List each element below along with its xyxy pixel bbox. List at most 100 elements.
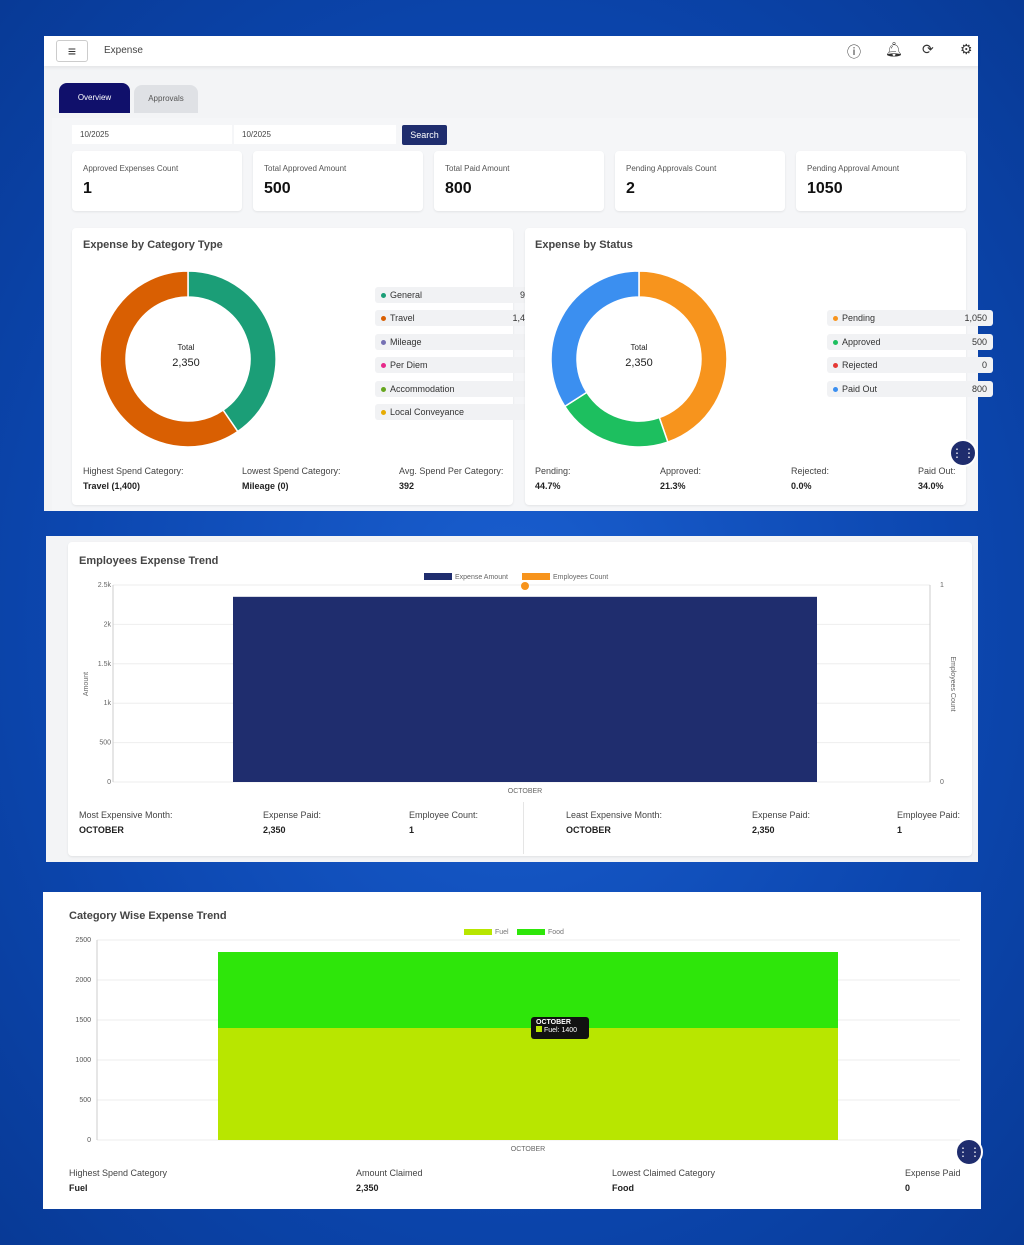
x-tick-label: OCTOBER xyxy=(511,1146,546,1153)
y-tick-label: 2000 xyxy=(75,977,91,984)
status-title: Expense by Status xyxy=(535,239,633,251)
legend-dot xyxy=(381,315,386,321)
donut-slice-approved[interactable] xyxy=(563,391,669,448)
legend-value: 800 xyxy=(971,384,987,394)
kpi-value: 2 xyxy=(626,180,635,197)
bar-fuel xyxy=(218,1028,838,1140)
stat-value: Food xyxy=(612,1183,634,1193)
x-tick-label: OCTOBER xyxy=(508,788,543,795)
legend-dot xyxy=(381,292,386,298)
trend-stat: Least Expensive Month: OCTOBER xyxy=(566,810,662,835)
y-tick-label: 2500 xyxy=(75,937,91,944)
refresh-icon[interactable]: ⟳ xyxy=(922,41,934,57)
stat-label: Employee Paid: xyxy=(897,810,961,820)
stat: Lowest Spend Category: Mileage (0) xyxy=(242,466,341,491)
gear-icon[interactable]: ⚙ xyxy=(960,41,973,57)
stat: Pending: 44.7% xyxy=(535,466,571,491)
legend-item[interactable]: Paid Out 800 xyxy=(827,381,993,397)
category-title: Expense by Category Type xyxy=(83,239,223,251)
stat-label: Lowest Claimed Category xyxy=(612,1168,716,1178)
stat-value: 1 xyxy=(409,825,415,835)
tab-overview[interactable]: Overview xyxy=(59,83,130,113)
kpi-card: Total Paid Amount 800 xyxy=(434,151,604,211)
legend-item[interactable]: Rejected 0 xyxy=(827,357,993,373)
kpi-card: Approved Expenses Count 1 xyxy=(72,151,242,211)
legend-label: Fuel xyxy=(495,929,509,936)
category-stat: Amount Claimed 2,350 xyxy=(356,1168,423,1193)
apps-grid-button[interactable]: ⋮⋮ xyxy=(955,1138,983,1166)
status-card: Expense by Status Total 2,350 Pending 1,0… xyxy=(525,228,993,505)
donut-slice-paid-out[interactable] xyxy=(550,270,640,408)
from-date-input[interactable] xyxy=(72,125,232,144)
legend-item[interactable]: Approved 500 xyxy=(827,334,993,350)
kpi-card: Pending Approvals Count 2 xyxy=(615,151,785,211)
kpi-label: Pending Approval Amount xyxy=(807,164,900,173)
y2-tick-label: 0 xyxy=(940,779,944,786)
tab-approvals[interactable]: Approvals xyxy=(134,85,198,113)
donut-slice-travel[interactable] xyxy=(99,270,239,448)
stat-label: Least Expensive Month: xyxy=(566,810,663,820)
stat-value: Mileage (0) xyxy=(242,481,289,491)
legend-value: 1,050 xyxy=(964,313,987,323)
legend-label: Employees Count xyxy=(553,574,608,581)
search-button[interactable]: Search xyxy=(402,125,447,145)
kpi-card: Pending Approval Amount 1050 xyxy=(796,151,966,211)
category-donut xyxy=(99,270,277,448)
bar-food xyxy=(218,952,838,1028)
legend-item[interactable]: Pending 1,050 xyxy=(827,310,993,326)
donut-slice-general[interactable] xyxy=(187,270,277,433)
legend-value: 0 xyxy=(981,360,987,370)
apps-grid-button[interactable]: ⋮⋮ xyxy=(949,439,977,467)
category-card: Expense by Category Type Total 2,350 Gen… xyxy=(72,228,541,505)
stat-value: 0.0% xyxy=(791,481,812,491)
stat-label: Employee Count: xyxy=(409,810,479,820)
tooltip-text: Fuel: 1400 xyxy=(543,1027,578,1034)
y-tick-label: 1.5k xyxy=(98,661,112,668)
legend-swatch xyxy=(517,929,545,935)
y-tick-label: 500 xyxy=(79,1097,91,1104)
legend-dot xyxy=(833,315,838,321)
to-date-input[interactable] xyxy=(234,125,396,144)
divider xyxy=(523,802,524,854)
kpi-card: Total Approved Amount 500 xyxy=(253,151,423,211)
legend-dot xyxy=(833,339,838,345)
legend-item[interactable]: Mileage0 xyxy=(375,334,541,350)
legend-dot xyxy=(381,362,386,368)
stat-label: Amount Claimed xyxy=(356,1168,423,1178)
donut-total-label: Total xyxy=(630,343,648,352)
stat-value: 0 xyxy=(905,1183,911,1193)
stat-value: Fuel xyxy=(69,1183,88,1193)
stat-value: 2,350 xyxy=(752,825,775,835)
stat-label: Highest Spend Category: xyxy=(83,466,184,476)
stat: Avg. Spend Per Category: 392 xyxy=(399,466,503,491)
info-icon[interactable]: ⓘ xyxy=(847,44,861,60)
bell-icon[interactable]: 🔔︎ xyxy=(885,41,903,57)
legend-value: 500 xyxy=(971,337,987,347)
stat: Highest Spend Category: Travel (1,400) xyxy=(83,466,184,491)
legend-swatch-employees xyxy=(522,573,550,580)
stat-value: Travel (1,400) xyxy=(83,481,141,491)
category-stat: Expense Paid 0 xyxy=(905,1168,961,1193)
trend-stat: Most Expensive Month: OCTOBER xyxy=(79,810,173,835)
legend-item[interactable]: Accommodation0 xyxy=(375,381,541,397)
menu-button[interactable]: ≡ xyxy=(56,40,88,62)
kpi-label: Total Paid Amount xyxy=(445,164,510,173)
legend-item[interactable]: General950 xyxy=(375,287,541,303)
stat: Approved: 21.3% xyxy=(660,466,701,491)
y-tick-label: 2.5k xyxy=(98,582,112,589)
y-tick-label: 2k xyxy=(104,621,112,628)
donut-slice-pending[interactable] xyxy=(638,270,728,444)
legend-item[interactable]: Travel 1,400 xyxy=(375,310,541,326)
kpi-value: 1050 xyxy=(807,180,843,197)
legend-label: Approved xyxy=(842,337,881,347)
legend-label: Pending xyxy=(842,313,876,323)
legend-item[interactable]: Per Diem0 xyxy=(375,357,541,373)
point-employees-count xyxy=(521,582,529,590)
legend-item[interactable]: Local Conveyance0 xyxy=(375,404,541,420)
app-title: Expense xyxy=(104,45,143,56)
trend-stat: Employee Paid: 1 xyxy=(897,810,960,835)
y-tick-label: 1500 xyxy=(75,1017,91,1024)
legend-label: Travel xyxy=(390,313,415,323)
tooltip: OCTOBER Fuel: 1400 xyxy=(531,1017,589,1039)
stat-label: Pending: xyxy=(535,466,571,476)
